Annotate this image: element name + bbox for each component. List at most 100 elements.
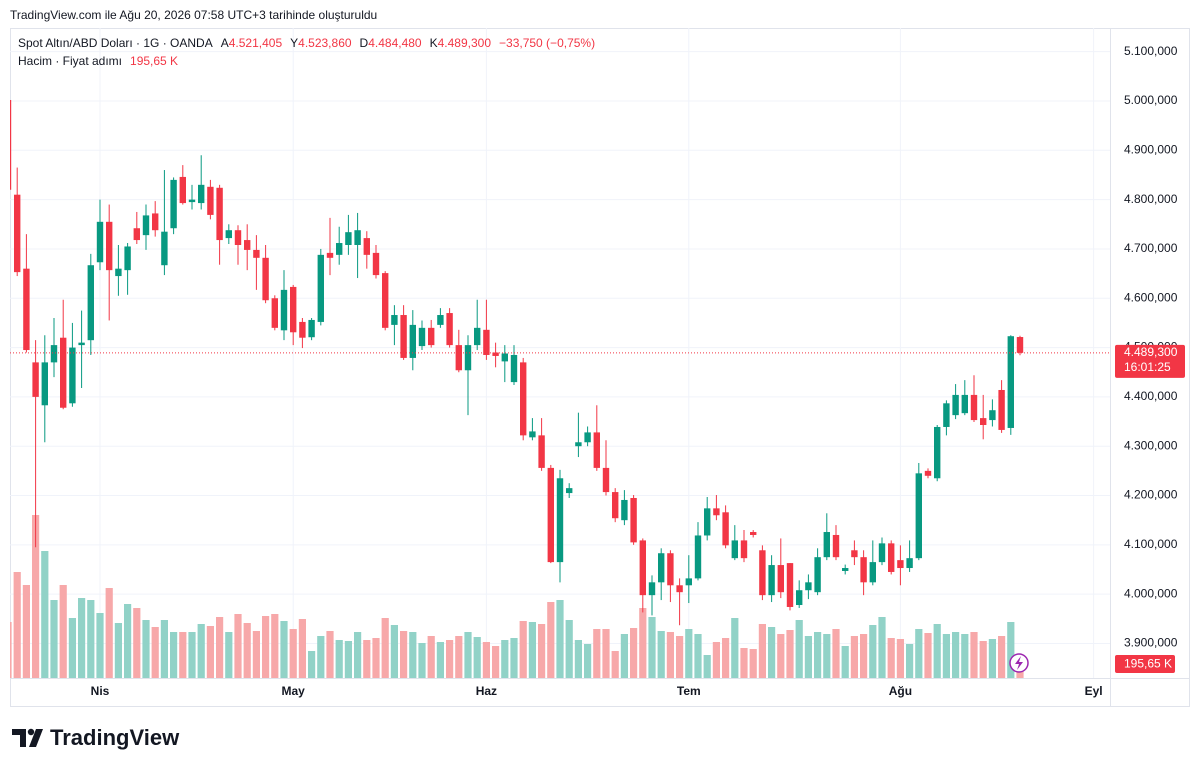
volume-bar (32, 515, 40, 678)
candle-body (980, 418, 987, 426)
volume-bar (41, 551, 49, 678)
volume-bar (676, 636, 684, 678)
volume-bar (510, 638, 518, 678)
volume-bar (630, 628, 638, 678)
x-tick-label: Nis (91, 684, 110, 698)
volume-bar (740, 648, 748, 678)
candle-body (382, 273, 389, 328)
volume-bar (492, 646, 500, 678)
volume-bar (942, 634, 950, 678)
candle-body (225, 230, 232, 239)
volume-bar (722, 638, 730, 678)
candle-body (814, 557, 821, 593)
ohlc-key: K (430, 36, 438, 50)
volume-bar (620, 634, 628, 678)
volume-bar (841, 646, 849, 678)
volume-bar (409, 632, 417, 678)
candle-body (566, 488, 573, 494)
logo-slash (29, 729, 43, 747)
volume-bar (160, 620, 168, 678)
candle-body (943, 403, 950, 427)
candle-body (418, 327, 426, 347)
candle-body (648, 582, 656, 596)
volume-bar (289, 629, 297, 678)
candle-body (897, 560, 904, 569)
volume-bar (850, 636, 858, 678)
last-price-badge (1115, 344, 1185, 378)
volume-bar (758, 624, 766, 678)
candle-body (299, 321, 306, 338)
candle-body (188, 199, 196, 203)
candle-body (152, 213, 159, 231)
candle-body (667, 553, 674, 586)
volume-bar (151, 627, 159, 678)
candle-body (1007, 336, 1014, 428)
brand: TradingView (50, 725, 180, 750)
candle-body (290, 286, 297, 333)
candle-body (14, 194, 21, 273)
candle-body (253, 249, 260, 258)
candle-body (78, 342, 85, 346)
candle-body (961, 394, 968, 414)
candle-body (280, 289, 288, 331)
volume-bar (298, 619, 306, 678)
candle-body (262, 257, 269, 301)
volume-bar (602, 629, 610, 678)
volume-bar (114, 623, 122, 678)
candle-body (161, 231, 168, 266)
volume-bar (188, 632, 196, 678)
candle-body (520, 362, 527, 436)
volume-bar (124, 604, 132, 678)
volume-bar (869, 625, 877, 678)
volume-bar (998, 636, 1006, 678)
volume-bar (13, 572, 21, 678)
volume-bar (924, 633, 932, 678)
volume-bar (574, 640, 582, 678)
ohlc-key: A (221, 36, 229, 50)
replay-icon[interactable] (1009, 653, 1029, 673)
ohlc-value: 4.489,300 (438, 36, 492, 50)
candle-body (510, 354, 518, 383)
volume-bar (814, 632, 822, 678)
candle-body (10, 100, 12, 190)
candle-body (768, 565, 775, 596)
candle-body (547, 467, 554, 563)
volume-bar (335, 640, 343, 678)
candle-body (906, 558, 913, 569)
candle-body (575, 442, 582, 447)
candle-body (952, 394, 959, 416)
icon-bolt[interactable] (1015, 656, 1023, 670)
countdown: 16:01:25 (1124, 360, 1171, 374)
candle-body (464, 345, 472, 371)
volume-bar (252, 631, 260, 678)
candle-body (1016, 337, 1024, 353)
volume-bar (906, 644, 914, 678)
candle-body (676, 585, 683, 593)
ohlc-key: Y (290, 36, 298, 50)
volume-bar (878, 617, 886, 678)
caption: TradingView.com ile Ağu 20, 2026 07:58 U… (10, 8, 377, 22)
volume-bar (234, 614, 242, 678)
candle-body (805, 582, 812, 591)
candle-body (621, 499, 628, 521)
candle-body (326, 252, 334, 258)
candle-body (759, 550, 766, 596)
volume-bar (10, 622, 12, 678)
volume-bar (170, 632, 178, 678)
y-tick-label: 4.100,000 (1124, 537, 1178, 551)
candle-body (32, 362, 39, 397)
volume-bar (105, 588, 113, 678)
volume-bar (666, 632, 674, 678)
candle-body (124, 246, 131, 271)
candle-body (593, 432, 600, 468)
candle-body (851, 550, 858, 558)
volume-bar (363, 640, 371, 678)
volume-bar (400, 631, 408, 678)
volume-bar (50, 600, 58, 678)
volume-bar (703, 655, 711, 678)
volume-bar (390, 625, 398, 678)
volume-bar (1007, 622, 1015, 678)
logo-mark (12, 729, 26, 747)
candle-body (372, 252, 380, 276)
